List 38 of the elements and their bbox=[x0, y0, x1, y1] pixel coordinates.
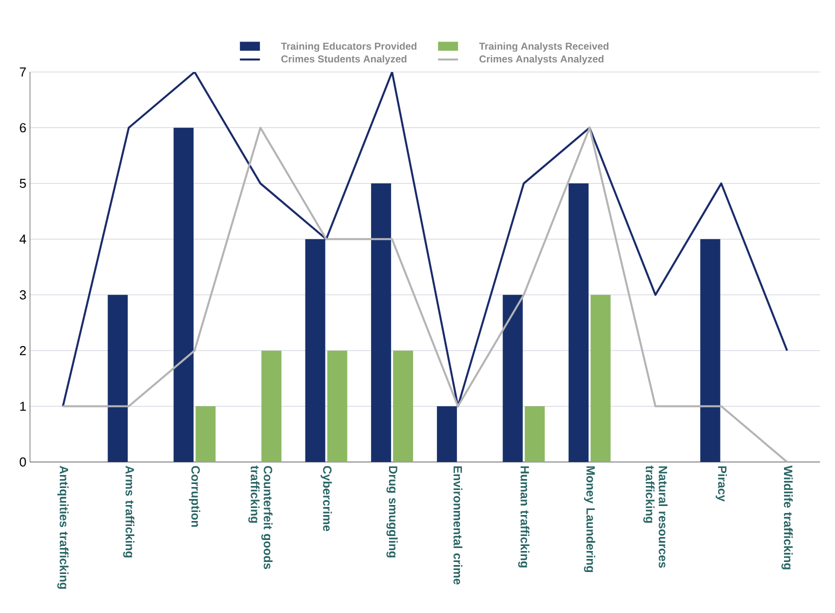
legend-label: Training Analysts Received bbox=[479, 42, 608, 52]
bar bbox=[327, 350, 348, 462]
bar bbox=[196, 406, 216, 462]
bar bbox=[436, 406, 457, 462]
bar bbox=[174, 128, 194, 462]
bar bbox=[502, 294, 523, 462]
legend-label: Training Educators Provided bbox=[281, 42, 416, 52]
bar bbox=[261, 350, 282, 462]
x-tick-label: Piracy bbox=[716, 466, 727, 502]
line-series bbox=[62, 126, 788, 462]
y-tick-label: 3 bbox=[20, 290, 26, 300]
x-tick-label: Antiquities trafficking bbox=[57, 466, 69, 589]
x-tick-label: Money Laundering bbox=[584, 466, 596, 572]
legend-label: Crimes Students Analyzed bbox=[281, 55, 406, 64]
x-tick-label: Arms trafficking bbox=[123, 466, 134, 558]
x-tick-label: Environmental crime bbox=[454, 466, 462, 584]
y-tick-label: 7 bbox=[20, 68, 26, 76]
y-tick-label: 2 bbox=[20, 346, 26, 356]
bar bbox=[590, 294, 611, 462]
x-tick-label: Wildlife trafficking bbox=[781, 466, 793, 570]
x-tick-label: Counterfeit goods trafficking bbox=[248, 466, 273, 570]
bar bbox=[524, 406, 545, 462]
y-tick-label: 5 bbox=[20, 178, 26, 188]
x-tick-label: Cybercrime bbox=[320, 466, 332, 532]
y-tick-label: 6 bbox=[20, 123, 26, 132]
x-tick-label: Corruption bbox=[188, 466, 200, 527]
bar bbox=[393, 350, 414, 462]
legend-label: Crimes Analysts Analyzed bbox=[479, 55, 604, 64]
bar bbox=[700, 239, 720, 462]
bar bbox=[108, 294, 128, 462]
x-tick-label: Drug smuggling bbox=[386, 466, 398, 558]
bar bbox=[568, 183, 589, 462]
x-tick-label: Human trafficking bbox=[518, 466, 530, 568]
x-tick-label: Natural resources trafficking bbox=[643, 466, 668, 568]
bar bbox=[371, 183, 392, 462]
y-tick-label: 1 bbox=[20, 402, 26, 411]
y-tick-label: 0 bbox=[20, 457, 26, 467]
y-tick-label: 4 bbox=[20, 234, 26, 244]
